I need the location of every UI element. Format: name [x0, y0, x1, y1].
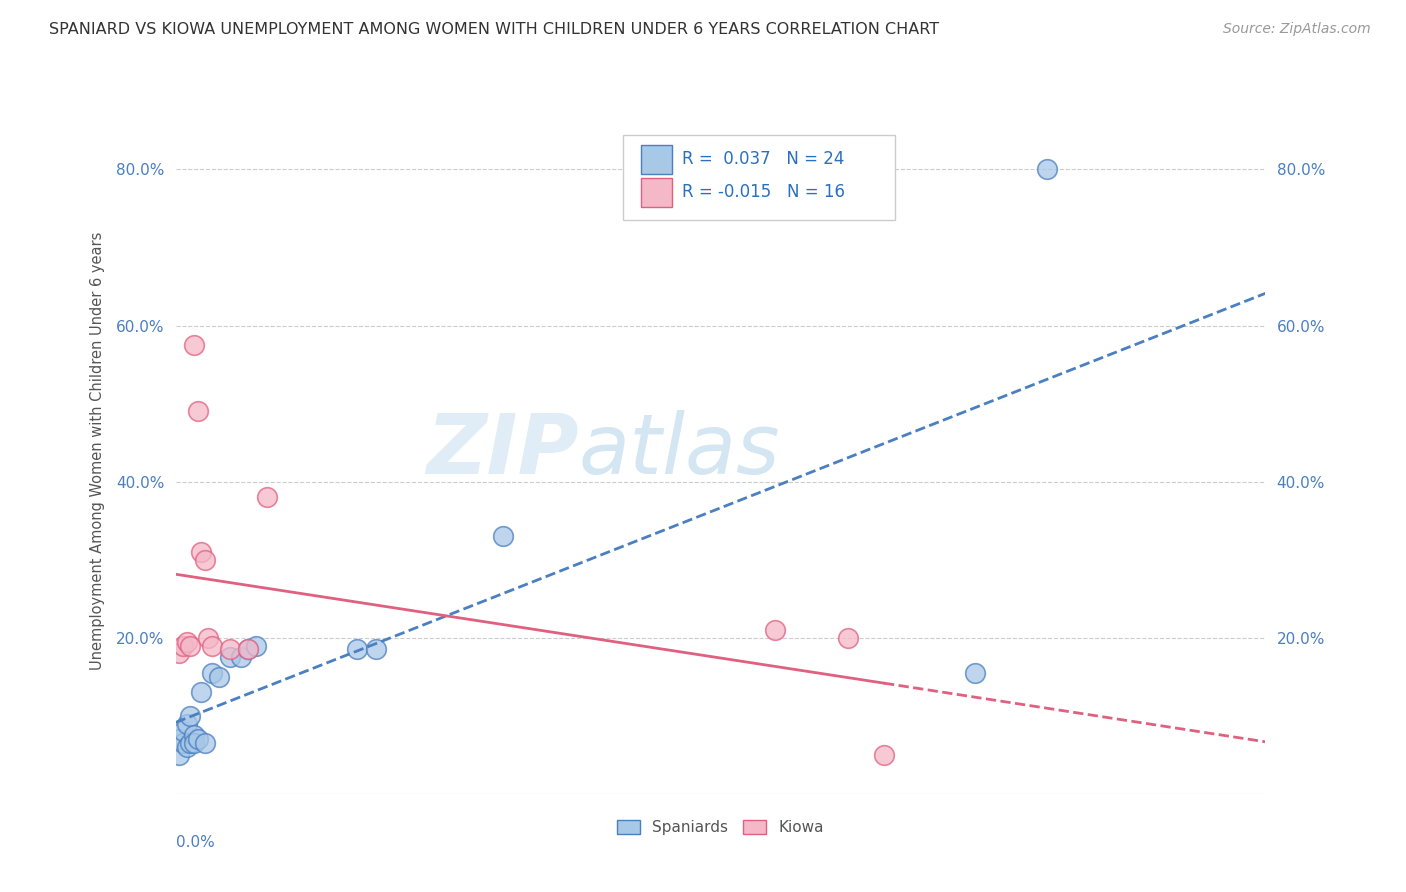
Point	[172, 639, 194, 653]
Point	[186, 732, 209, 747]
Text: SPANIARD VS KIOWA UNEMPLOYMENT AMONG WOMEN WITH CHILDREN UNDER 6 YEARS CORRELATI: SPANIARD VS KIOWA UNEMPLOYMENT AMONG WOM…	[49, 22, 939, 37]
Point	[1036, 162, 1059, 177]
Point	[186, 404, 209, 418]
Point	[183, 736, 205, 750]
Point	[172, 736, 194, 750]
Point	[172, 724, 194, 739]
Point	[245, 639, 267, 653]
Point	[219, 650, 242, 665]
Point	[183, 338, 205, 352]
Point	[194, 736, 217, 750]
Point	[201, 665, 224, 680]
Bar	[641, 145, 672, 174]
Point	[201, 639, 224, 653]
Point	[183, 728, 205, 742]
Text: R =  0.037   N = 24: R = 0.037 N = 24	[682, 150, 845, 169]
Legend: Spaniards, Kiowa: Spaniards, Kiowa	[612, 814, 830, 841]
Bar	[641, 178, 672, 207]
Text: 0.0%: 0.0%	[176, 835, 215, 850]
Y-axis label: Unemployment Among Women with Children Under 6 years: Unemployment Among Women with Children U…	[90, 231, 105, 670]
Text: atlas: atlas	[579, 410, 780, 491]
Point	[219, 642, 242, 657]
Point	[179, 708, 201, 723]
Point	[176, 634, 198, 648]
Point	[492, 529, 515, 543]
Point	[238, 642, 260, 657]
Point	[179, 736, 201, 750]
Point	[208, 670, 231, 684]
Point	[763, 623, 786, 637]
Point	[256, 490, 278, 504]
Point	[837, 631, 859, 645]
Point	[169, 646, 191, 660]
Point	[190, 685, 212, 699]
Point	[176, 716, 198, 731]
Point	[364, 642, 387, 657]
Point	[169, 747, 191, 762]
Point	[231, 650, 253, 665]
Point	[179, 639, 201, 653]
Point	[176, 740, 198, 755]
Point	[963, 665, 986, 680]
Text: Source: ZipAtlas.com: Source: ZipAtlas.com	[1223, 22, 1371, 37]
Point	[169, 732, 191, 747]
Point	[238, 642, 260, 657]
Point	[873, 747, 896, 762]
Point	[194, 552, 217, 567]
Text: R = -0.015   N = 16: R = -0.015 N = 16	[682, 183, 845, 202]
FancyBboxPatch shape	[623, 135, 896, 220]
Point	[197, 631, 219, 645]
Point	[190, 545, 212, 559]
Text: ZIP: ZIP	[426, 410, 579, 491]
Point	[346, 642, 368, 657]
